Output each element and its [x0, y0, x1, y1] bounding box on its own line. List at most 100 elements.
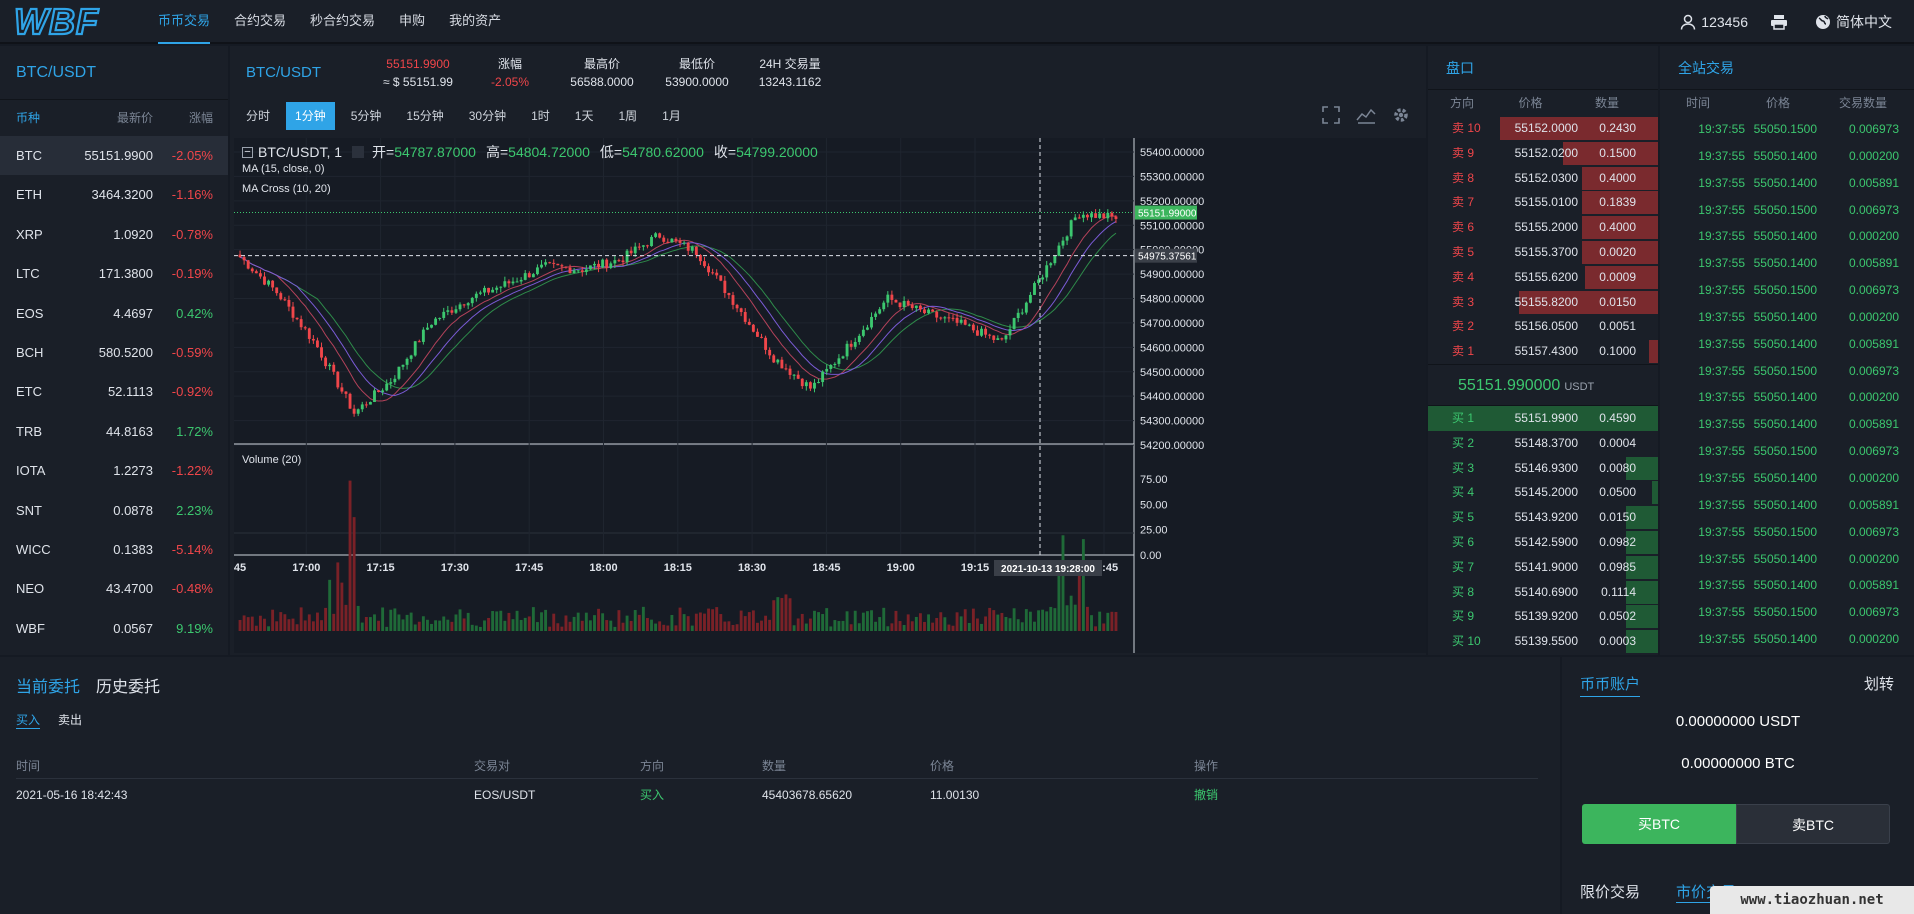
list-item[interactable]: WICC 0.1383 -5.14%	[0, 530, 228, 569]
interval-tab-1mo[interactable]: 1月	[662, 109, 681, 123]
chart-canvas[interactable]: 55400.00000 55300.00000 55200.00000 55100.0…	[218, 138, 1426, 653]
orderbook-row[interactable]: 卖 6 55155.2000 0.4000	[1428, 215, 1658, 240]
list-item[interactable]: EOS 4.4697 0.42%	[0, 294, 228, 333]
interval-tab-1h[interactable]: 1时	[531, 109, 550, 123]
interval-tab-1w[interactable]: 1周	[618, 109, 638, 123]
orderbook-row[interactable]: 买 3 55146.9300 0.0080	[1428, 456, 1658, 481]
orderbook-row[interactable]: 买 2 55148.3700 0.0004	[1428, 431, 1658, 456]
tab-history-orders[interactable]: 历史委托	[96, 679, 161, 696]
orders-panel: 当前委托 历史委托 买入 卖出 时间 交易对 方向 数量 价格 操作 2021-…	[0, 657, 1560, 914]
symbol-settings-icon[interactable]	[352, 146, 365, 158]
list-item[interactable]: XRP 1.0920 -0.78%	[0, 215, 228, 254]
orderbook-row[interactable]: 买 9 55139.9200 0.0502	[1428, 604, 1658, 629]
list-item[interactable]: TRB 44.8163 1.72%	[0, 412, 228, 451]
market-change: -0.59%	[171, 344, 213, 360]
orderbook-row[interactable]: 买 7 55141.9000 0.0985	[1428, 555, 1658, 580]
interval-tab-1m[interactable]: 1分钟	[286, 102, 335, 130]
gear-icon[interactable]	[1392, 106, 1410, 127]
sell-btc-button[interactable]: 卖BTC	[1736, 804, 1890, 844]
transfer-button[interactable]: 划转	[1863, 676, 1894, 693]
trade-time: 19:37:55	[1698, 363, 1745, 378]
interval-tab-30m[interactable]: 30分钟	[468, 109, 507, 123]
list-item: 19:37:55 55050.1400 0.000200	[1660, 304, 1914, 331]
candle	[1102, 213, 1106, 219]
nav-assets[interactable]: 我的资产	[449, 13, 502, 28]
language-selector[interactable]: 简体中文	[1815, 12, 1892, 32]
market-coin: IOTA	[16, 463, 46, 479]
candle	[491, 289, 495, 293]
candle	[723, 280, 727, 294]
list-item[interactable]: BCH 580.5200 -0.59%	[0, 333, 228, 372]
orderbook-row[interactable]: 卖 10 55152.0000 0.2430	[1428, 116, 1658, 141]
candle	[845, 343, 849, 357]
collapse-icon[interactable]: −	[242, 146, 253, 158]
interval-tab-15m[interactable]: 15分钟	[406, 109, 444, 123]
volume-bar	[580, 620, 584, 631]
list-item[interactable]: BTC 55151.9900 -2.05%	[0, 136, 228, 176]
list-item[interactable]: ETC 52.1113 -0.92%	[0, 372, 228, 411]
orderbook-row[interactable]: 卖 3 55155.8200 0.0150	[1428, 290, 1658, 315]
volume-bar	[788, 598, 792, 631]
price-chart[interactable]: 55400.00000 55300.00000 55200.00000 55100.0…	[218, 138, 1426, 653]
volume-bar	[768, 619, 772, 631]
tab-limit-order[interactable]: 限价交易	[1580, 884, 1641, 901]
list-item[interactable]: SNT 0.0878 2.23%	[0, 491, 228, 530]
interval-tab-timeline[interactable]: 分时	[246, 109, 271, 123]
study-volume[interactable]: Volume (20)	[242, 454, 302, 466]
orderbook-row[interactable]: 买 1 55151.9900 0.4590	[1428, 405, 1658, 431]
subtab-buy[interactable]: 买入	[16, 713, 41, 729]
col-coin[interactable]: 币种	[16, 111, 41, 125]
volume-bar	[593, 615, 596, 631]
nav-spot[interactable]: 币币交易	[158, 0, 211, 44]
nav-subscribe[interactable]: 申购	[399, 13, 426, 28]
subtab-sell[interactable]: 卖出	[58, 713, 83, 727]
list-item: 19:37:55 55050.1400 0.000200	[1660, 546, 1914, 573]
logo[interactable]: WBF	[13, 0, 134, 44]
orderbook-row[interactable]: 卖 2 55156.0500 0.0051	[1428, 314, 1658, 339]
fullscreen-icon[interactable]	[1322, 106, 1340, 127]
interval-tab-5m[interactable]: 5分钟	[350, 109, 382, 123]
nav-second-contract[interactable]: 秒合约交易	[310, 13, 376, 28]
cancel-order-button[interactable]: 撤销	[1194, 788, 1219, 802]
indicator-icon[interactable]	[1356, 106, 1376, 127]
orderbook-row[interactable]: 买 4 55145.2000 0.0500	[1428, 480, 1658, 505]
market-change: 0.42%	[176, 305, 213, 321]
interval-tab-1d[interactable]: 1天	[574, 109, 594, 123]
price-tick-label: 54600.00000	[1140, 342, 1204, 354]
orderbook-row[interactable]: 卖 4 55155.6200 0.0009	[1428, 265, 1658, 290]
orderbook-row[interactable]: 买 10 55139.5500 0.0003	[1428, 629, 1658, 654]
buy-btc-button[interactable]: 买BTC	[1582, 804, 1736, 844]
chart-symbol: BTC/USDT, 1	[258, 144, 343, 160]
print-button[interactable]	[1770, 14, 1793, 30]
volume-bar	[719, 614, 723, 631]
ohlc-open-label: 开=	[372, 144, 395, 160]
list-item[interactable]: LTC 171.3800 -0.19%	[0, 254, 228, 293]
list-item[interactable]: WBF 0.0567 9.19%	[0, 609, 228, 648]
orderbook-row[interactable]: 买 5 55143.9200 0.0150	[1428, 505, 1658, 530]
orderbook-row[interactable]: 卖 1 55157.4300 0.1000	[1428, 339, 1658, 364]
col-price[interactable]: 最新价	[116, 111, 153, 125]
market-change: -0.48%	[171, 581, 213, 597]
market-coin: NEO	[16, 581, 45, 597]
study-ma-cross[interactable]: MA Cross (10, 20)	[242, 183, 331, 195]
list-item[interactable]: IOTA 1.2273 -1.22%	[0, 451, 228, 490]
volume-bar	[874, 621, 878, 631]
trade-qty: 0.000200	[1848, 148, 1899, 163]
user-menu[interactable]: 123456	[1680, 14, 1748, 30]
list-item[interactable]: NEO 43.4700 -0.48%	[0, 569, 228, 608]
list-item[interactable]: ETH 3464.3200 -1.16%	[0, 175, 228, 214]
tab-current-orders[interactable]: 当前委托	[16, 679, 81, 696]
orderbook-row[interactable]: 卖 9 55152.0200 0.1500	[1428, 141, 1658, 166]
nav-futures[interactable]: 合约交易	[234, 13, 287, 28]
candle	[340, 387, 344, 392]
orderbook-row[interactable]: 买 8 55140.6900 0.1114	[1428, 580, 1658, 605]
depth-bar	[1626, 605, 1658, 629]
orderbook-row[interactable]: 卖 5 55155.3700 0.0020	[1428, 240, 1658, 265]
orderbook-row[interactable]: 卖 7 55155.0100 0.1839	[1428, 190, 1658, 215]
account-title[interactable]: 币币账户	[1580, 673, 1641, 697]
col-change[interactable]: 涨幅	[188, 111, 213, 125]
orderbook-row[interactable]: 买 6 55142.5900 0.0982	[1428, 530, 1658, 555]
study-ma[interactable]: MA (15, close, 0)	[242, 163, 325, 175]
volume-bar	[654, 623, 658, 631]
orderbook-row[interactable]: 卖 8 55152.0300 0.4000	[1428, 166, 1658, 191]
